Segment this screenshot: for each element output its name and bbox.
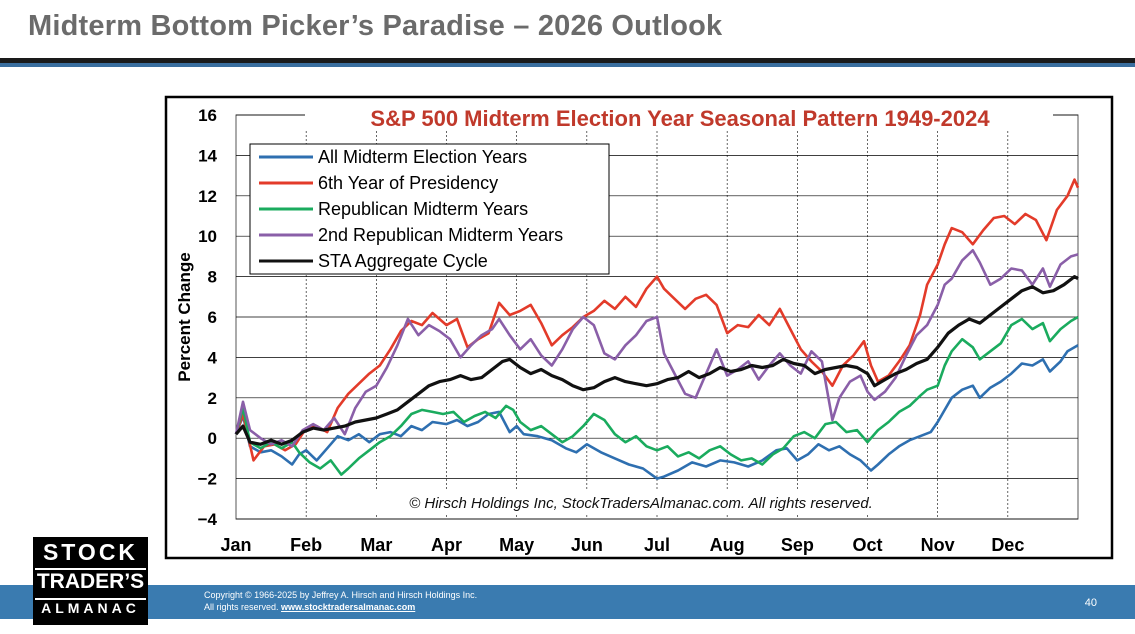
series-all-midterm-election-years: [234, 344, 1079, 480]
x-tick-label-feb: Feb: [290, 535, 322, 555]
y-tick-label: 8: [208, 268, 217, 287]
logo-divider: [35, 598, 146, 600]
x-tick-label-oct: Oct: [852, 535, 882, 555]
x-tick-label-dec: Dec: [991, 535, 1024, 555]
x-tick-label-jun: Jun: [571, 535, 603, 555]
title-rule-black: [0, 58, 1135, 63]
title-rule-blue: [0, 63, 1135, 67]
page-number: 40: [1084, 597, 1097, 609]
x-tick-label-apr: Apr: [431, 535, 462, 555]
x-tick-labels: Jan Feb Mar Apr May Jun Jul Aug Sep Oct Nov Dec: [220, 535, 1024, 555]
footer-copyright: Copyright © 1966-2025 by Jeffrey A. Hirs…: [204, 590, 478, 600]
copyright-bg: [356, 491, 928, 513]
y-tick-label: 16: [198, 106, 217, 125]
chart-title: S&P 500 Midterm Election Year Seasonal P…: [370, 106, 990, 131]
series-2nd-republican-midterm-years: [234, 249, 1079, 448]
stock-traders-almanac-logo: STOCK TRADER’S ALMANAC: [33, 537, 148, 625]
x-tick-label-jul: Jul: [644, 535, 670, 555]
y-tick-label: 14: [198, 146, 217, 165]
footer-link[interactable]: www.stocktradersalmanac.com: [281, 602, 416, 612]
y-tick-label: 0: [208, 429, 217, 448]
x-tick-label-mar: Mar: [360, 535, 392, 555]
footer-rights: All rights reserved. www.stocktradersalm…: [204, 602, 415, 613]
legend: All Midterm Election Years 6th Year of Pr…: [249, 143, 610, 275]
y-tick-label: 4: [208, 348, 218, 367]
logo-line-stock: STOCK: [42, 539, 139, 565]
legend-label: 2nd Republican Midterm Years: [318, 225, 563, 245]
y-tick-label: 2: [208, 389, 217, 408]
slide-title: Midterm Bottom Picker’s Paradise – 2026 …: [28, 10, 723, 42]
y-tick-label: 10: [198, 227, 217, 246]
x-tick-label-aug: Aug: [710, 535, 745, 555]
y-tick-label: −4: [198, 510, 218, 529]
legend-label: Republican Midterm Years: [318, 199, 528, 219]
legend-label: All Midterm Election Years: [318, 147, 527, 167]
chart-copyright: © Hirsch Holdings Inc, StockTradersAlman…: [409, 495, 873, 512]
series-6th-year-of-presidency: [234, 178, 1080, 462]
logo-divider: [35, 568, 146, 570]
x-tick-label-jan: Jan: [220, 535, 251, 555]
x-tick-label-sep: Sep: [781, 535, 814, 555]
series-sta-aggregate-cycle: [234, 275, 1079, 446]
legend-label: STA Aggregate Cycle: [318, 251, 488, 271]
y-tick-label: −2: [198, 470, 217, 489]
y-axis-label: Percent Change: [175, 252, 194, 381]
legend-label: 6th Year of Presidency: [318, 173, 498, 193]
chart-title-bg: [305, 104, 1053, 130]
y-tick-label: 12: [198, 187, 217, 206]
logo-line-traders: TRADER’S: [36, 570, 145, 593]
y-tick-labels: −4 −2 0 2 4 6 8 10 12 14 16: [198, 106, 218, 529]
footer-rights-text: All rights reserved.: [204, 602, 282, 612]
series-layer: [234, 178, 1080, 480]
logo-line-almanac: ALMANAC: [41, 600, 140, 616]
series-republican-midterm-years: [234, 315, 1079, 476]
x-tick-label-may: May: [499, 535, 534, 555]
x-tick-label-nov: Nov: [921, 535, 955, 555]
footer-bar: [0, 585, 1135, 619]
y-tick-label: 6: [208, 308, 217, 327]
